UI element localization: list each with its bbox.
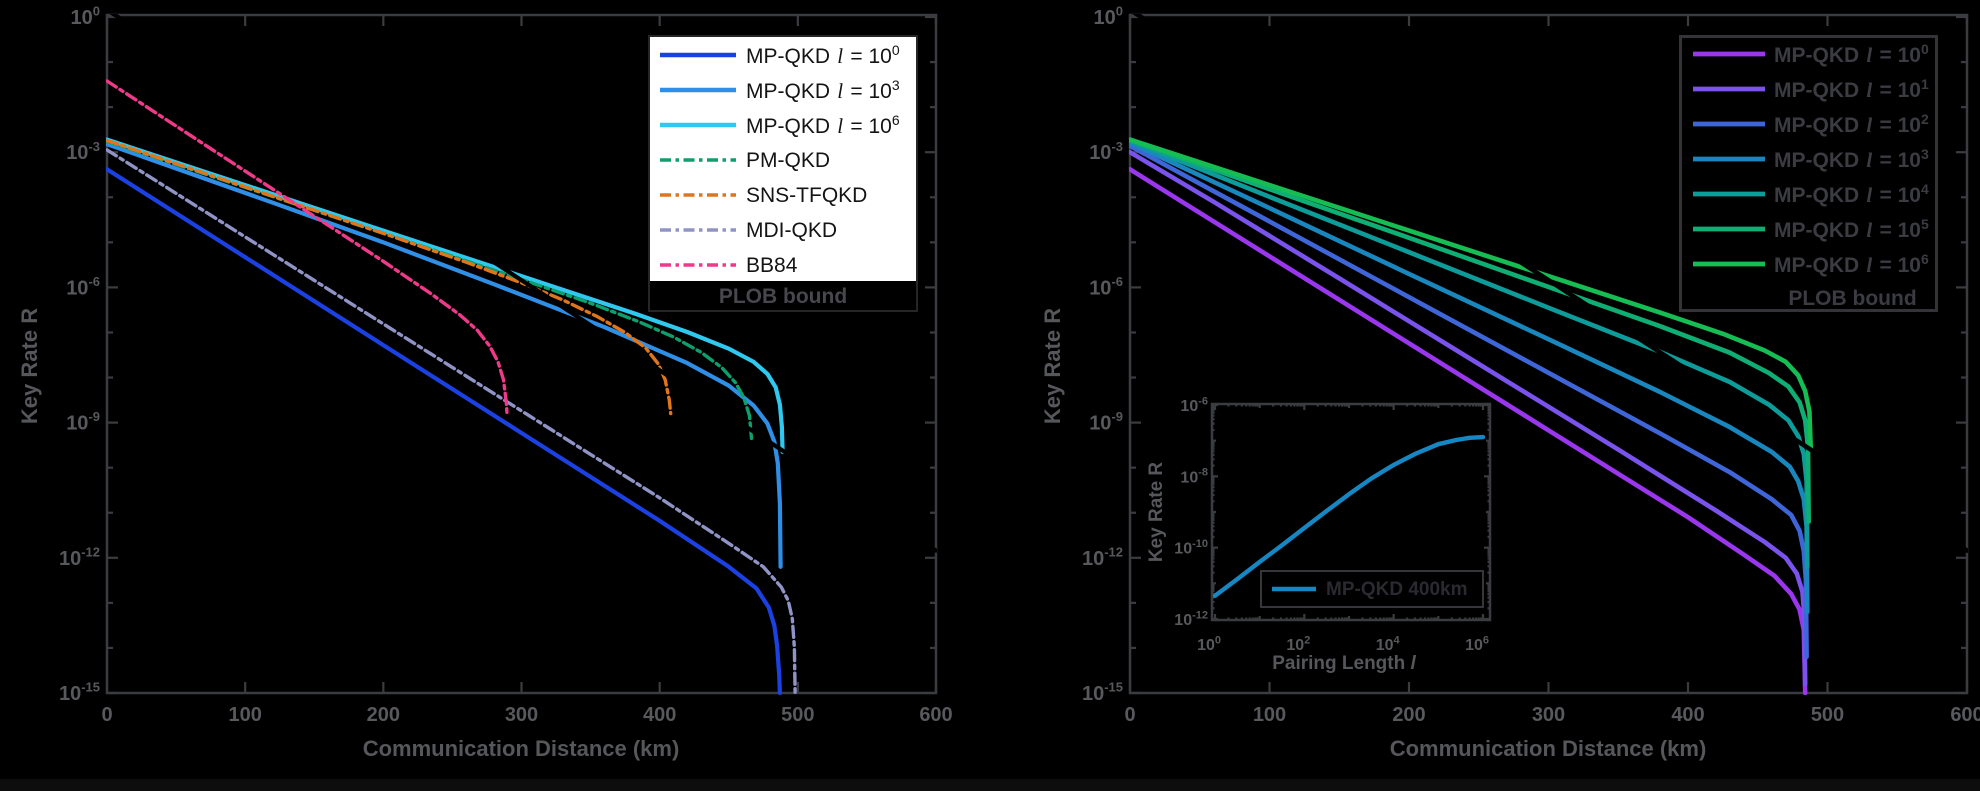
bottom-strip xyxy=(0,779,1980,791)
legend-entry-label: SNS-TFQKD xyxy=(746,183,868,207)
legend-entry-label: BB84 xyxy=(746,253,798,277)
right-y-tick-label: 10-9 xyxy=(1089,409,1123,434)
curve-mp-qkd-l10e5 xyxy=(1129,137,1811,524)
legend-entry-label: MP-QKD l = 103 xyxy=(1774,146,1929,172)
curve-mdi-qkd xyxy=(106,148,797,695)
inset-y-tick-label: 10-12 xyxy=(1174,609,1208,629)
legend-line-sample xyxy=(660,52,736,58)
legend-line-sample xyxy=(1693,156,1765,162)
inset-x-tick-label: 102 xyxy=(1286,634,1310,654)
legend-entry-plob-bound: PLOB bound xyxy=(718,285,848,308)
left-x-tick-label: 300 xyxy=(505,704,538,726)
right-y-tick-label: 10-12 xyxy=(1082,544,1123,569)
left-y-axis-label: Key Rate R xyxy=(17,307,42,425)
legend-line-sample xyxy=(660,193,736,197)
legend-entry-label: MP-QKD 400km xyxy=(1326,578,1468,600)
left-x-tick-label: 600 xyxy=(919,704,952,726)
left-y-tick-label: 100 xyxy=(71,4,100,29)
left-x-tick-label: 0 xyxy=(101,704,112,726)
legend-entry-label: MP-QKD l = 106 xyxy=(746,112,900,138)
legend-entry-plob-bound: PLOB bound xyxy=(1788,287,1917,310)
curve-mp-qkd-l10e2 xyxy=(1129,143,1809,660)
inset-y-tick-label: 10-6 xyxy=(1180,395,1208,415)
inset-legend: MP-QKD 400km xyxy=(1260,570,1484,608)
right-x-tick-label: 600 xyxy=(1950,704,1980,726)
legend-entry-label: MP-QKD l = 106 xyxy=(1774,251,1929,277)
legend-line-sample xyxy=(1693,191,1765,197)
legend-entry-label: MP-QKD l = 103 xyxy=(746,77,900,103)
right-y-tick-label: 10-6 xyxy=(1089,274,1123,299)
curve-mp-qkd-l10e0 xyxy=(106,167,782,695)
right-x-tick-label: 0 xyxy=(1124,704,1135,726)
left-x-axis-label: Communication Distance (km) xyxy=(362,736,680,761)
left-y-tick-label: 10-15 xyxy=(59,680,100,705)
curve-mp-qkd-l10e4 xyxy=(1129,138,1810,570)
legend-line-sample xyxy=(1272,586,1316,592)
curve-mp-qkd-l10e6 xyxy=(1129,137,1814,452)
inset-x-tick-label: 104 xyxy=(1376,634,1401,654)
inset-y-tick-label: 10-8 xyxy=(1180,467,1208,487)
curve-mp-qkd-l10e1 xyxy=(1129,149,1808,687)
curve-mp-qkd-400km xyxy=(1212,434,1486,598)
legend-line-sample xyxy=(1693,51,1765,57)
left-x-tick-label: 100 xyxy=(228,704,261,726)
right-y-tick-label: 10-3 xyxy=(1089,139,1123,164)
legend-line-sample xyxy=(660,122,736,128)
left-y-tick-label: 10-12 xyxy=(59,544,100,569)
inset-x-axis-label-var: l xyxy=(1410,653,1416,674)
legend-line-sample xyxy=(1693,261,1765,267)
right-x-tick-label: 300 xyxy=(1532,704,1565,726)
inset-x-axis-label-text: Pairing Length xyxy=(1272,653,1406,674)
left-x-tick-label: 400 xyxy=(643,704,676,726)
legend-line-sample xyxy=(1693,226,1765,232)
legend-line-sample xyxy=(660,263,736,267)
inset-y-axis-label: Key Rate R xyxy=(1146,461,1167,563)
curve-mp-qkd-l10e3 xyxy=(1129,140,1810,615)
right-x-axis-label: Communication Distance (km) xyxy=(1389,736,1707,761)
right-x-tick-label: 400 xyxy=(1671,704,1704,726)
right-y-axis-label: Key Rate R xyxy=(1040,307,1065,425)
legend-entry-label: PM-QKD xyxy=(746,148,830,172)
legend-entry-label: MP-QKD l = 102 xyxy=(1774,111,1929,137)
legend-line-sample xyxy=(660,228,736,232)
legend-entry-label: MP-QKD l = 104 xyxy=(1774,181,1929,207)
legend-line-sample xyxy=(1693,121,1765,127)
legend-line-sample xyxy=(660,87,736,93)
legend-line-sample xyxy=(660,158,736,162)
right-y-tick-label: 10-15 xyxy=(1082,680,1123,705)
right-x-tick-label: 500 xyxy=(1811,704,1844,726)
left-plot-legend: MP-QKD l = 100 MP-QKD l = 103 MP-QKD l = 1… xyxy=(648,35,918,312)
inset-y-tick-label: 10-10 xyxy=(1174,538,1208,558)
left-y-tick-label: 10-9 xyxy=(66,409,100,434)
curve-bb84 xyxy=(106,79,509,416)
right-plot-legend: MP-QKD l = 100 MP-QKD l = 101 MP-QKD l = 1… xyxy=(1679,35,1938,312)
legend-entry-label: MDI-QKD xyxy=(746,218,837,242)
legend-entry-label: MP-QKD l = 101 xyxy=(1774,76,1929,102)
right-x-tick-label: 100 xyxy=(1253,704,1286,726)
left-x-tick-label: 200 xyxy=(367,704,400,726)
right-y-tick-label: 100 xyxy=(1094,4,1123,29)
right-x-tick-label: 200 xyxy=(1392,704,1425,726)
inset-x-tick-label: 100 xyxy=(1197,634,1221,654)
left-y-tick-label: 10-3 xyxy=(66,139,100,164)
left-x-tick-label: 500 xyxy=(781,704,814,726)
curve-mp-qkd-l10e6 xyxy=(106,137,785,454)
curve-mp-qkd-l10e0 xyxy=(1129,167,1808,695)
curve-sns-tfqkd xyxy=(106,138,673,416)
legend-entry-label: MP-QKD l = 100 xyxy=(1774,41,1929,67)
curve-plob-bound xyxy=(1132,14,1968,553)
inset-x-tick-label: 106 xyxy=(1465,634,1489,654)
legend-line-sample xyxy=(1693,86,1765,92)
inset-x-axis-label: Pairing Length l xyxy=(1272,653,1416,675)
legend-entry-label: MP-QKD l = 100 xyxy=(746,42,900,68)
left-y-tick-label: 10-6 xyxy=(66,274,100,299)
curve-mp-qkd-l10e3 xyxy=(106,142,783,569)
legend-entry-label: MP-QKD l = 105 xyxy=(1774,216,1929,242)
curve-plob-bound xyxy=(109,14,937,553)
